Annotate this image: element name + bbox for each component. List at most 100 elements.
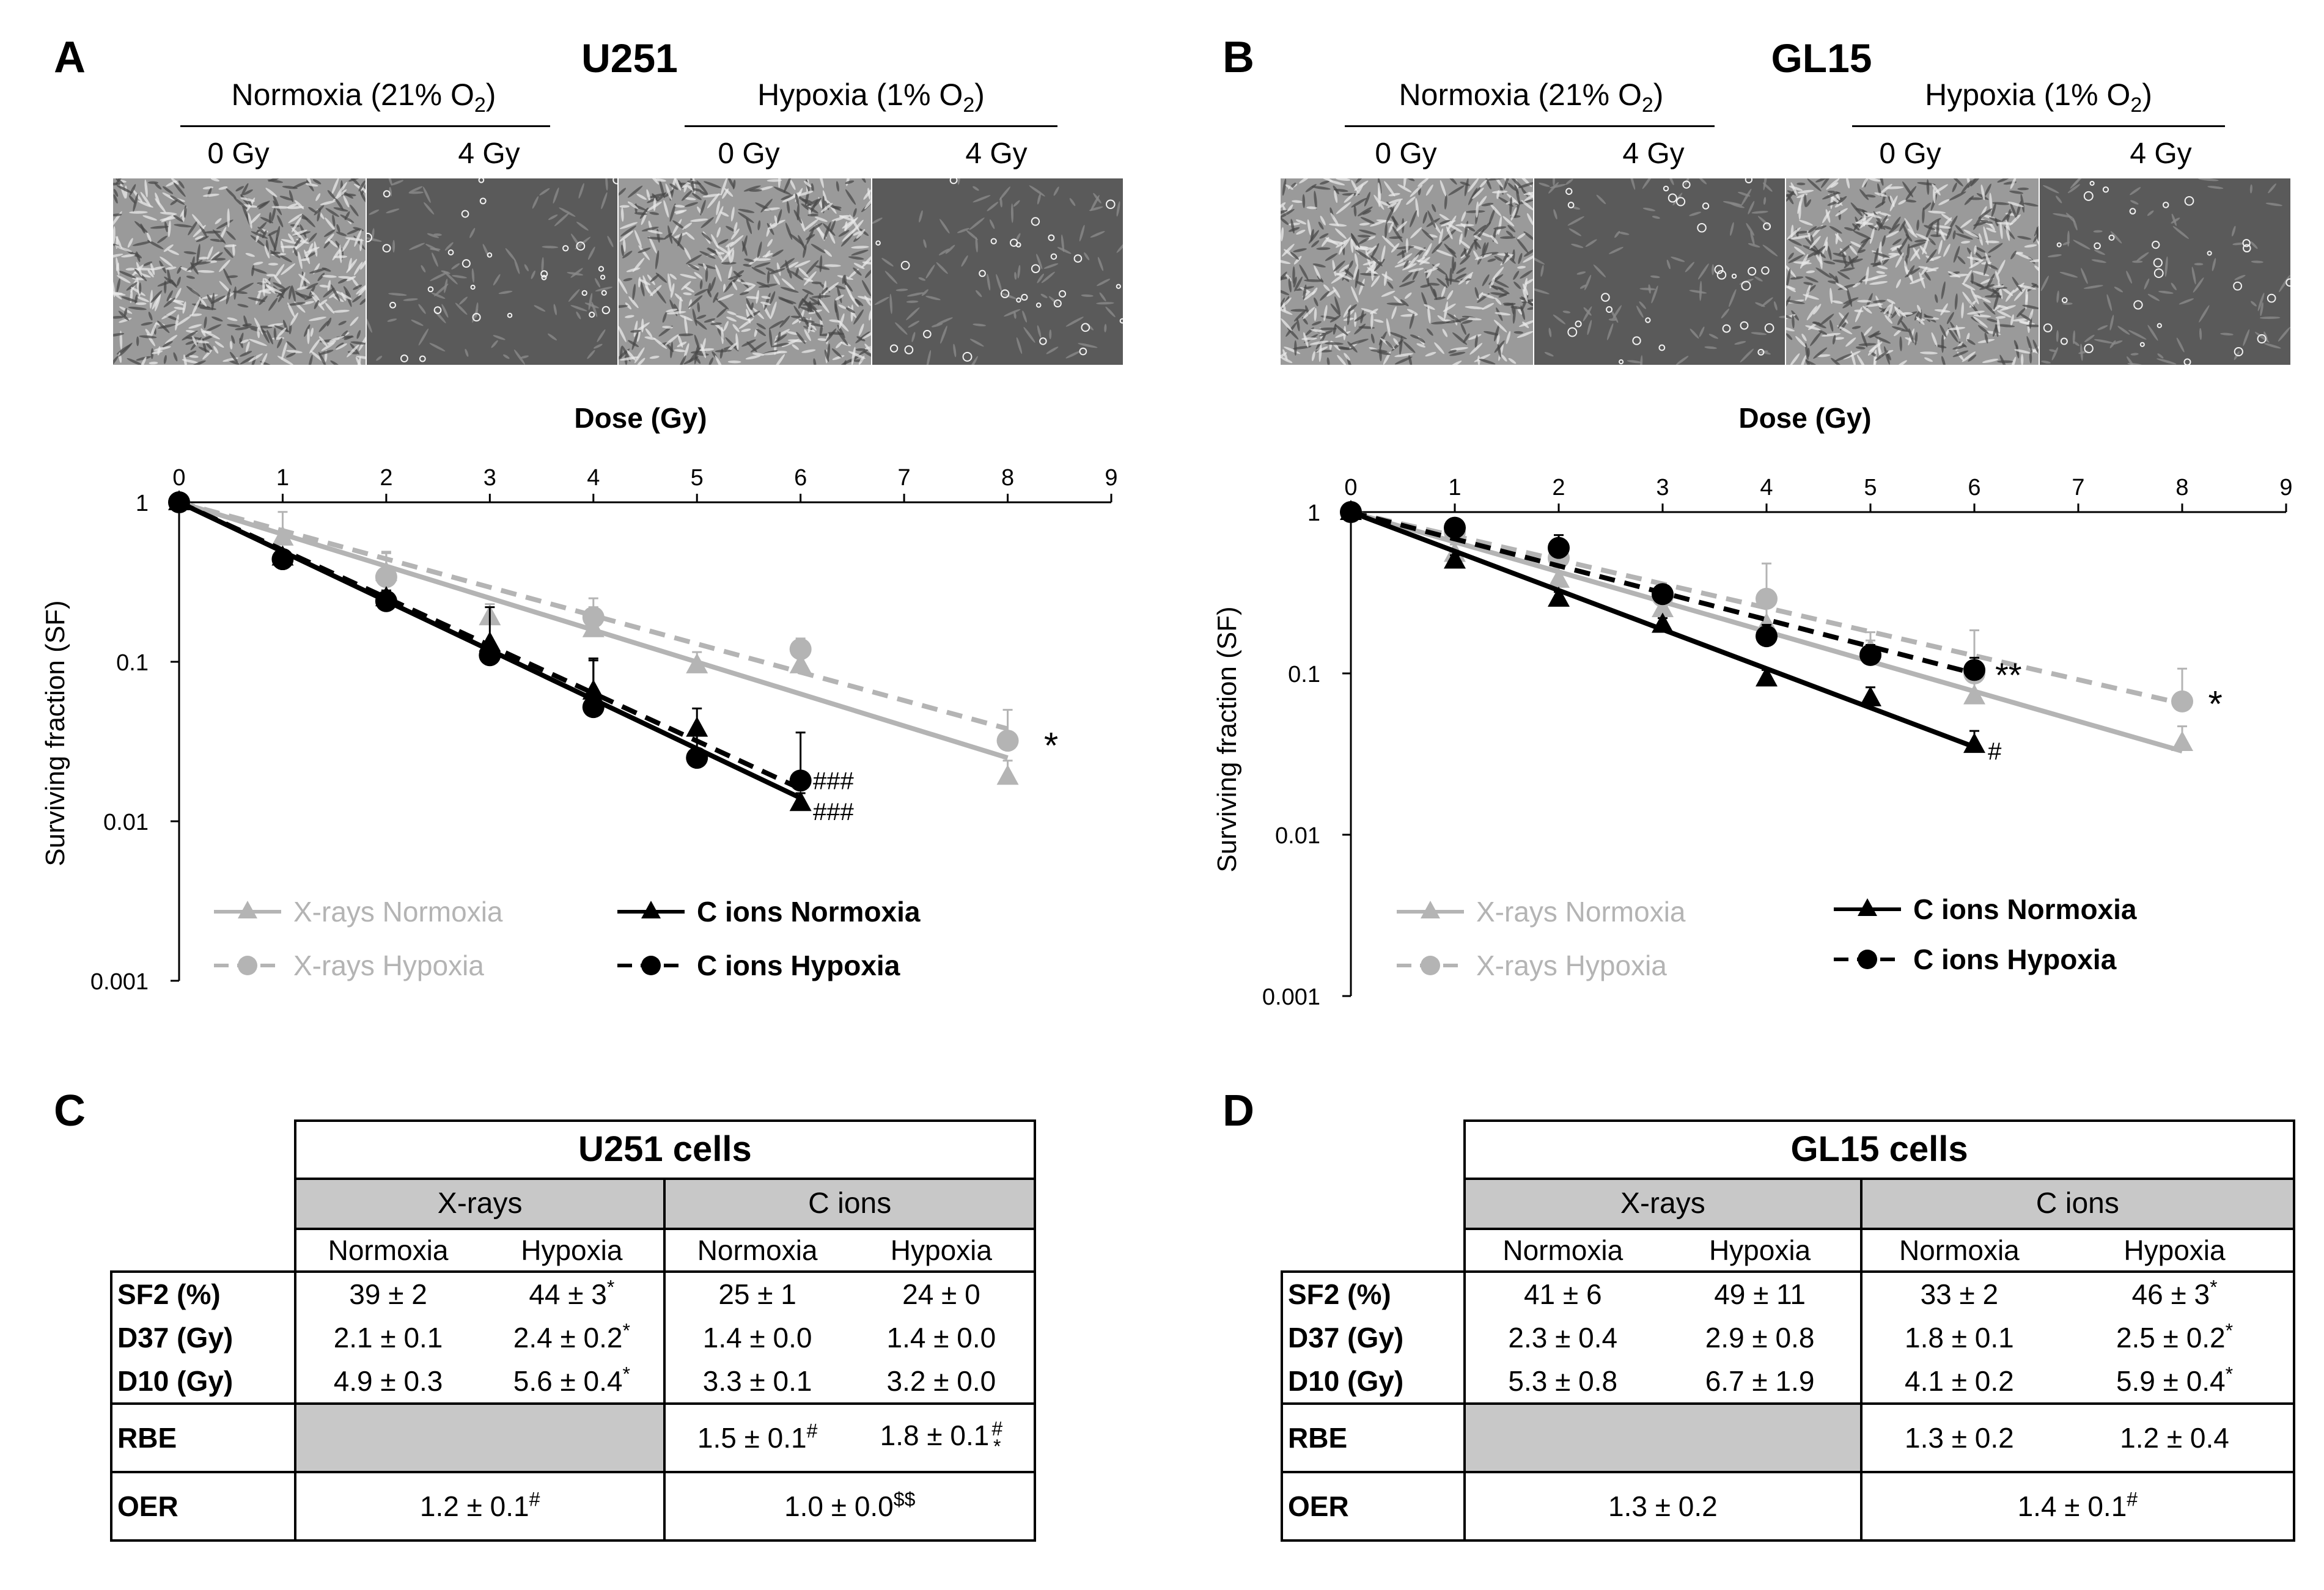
point-c-ions-hypoxia (479, 644, 501, 667)
table-gl15-sub-cion-hypoxia: Hypoxia (2056, 1228, 2295, 1273)
table-gl15-title: GL15 cells (1463, 1119, 2295, 1180)
legend-marker (641, 901, 661, 918)
dose-label-u251-2: 4 Gy (458, 137, 520, 170)
table-u251-row-label: SF2 (%) (110, 1270, 296, 1316)
significance-annotation: * (1044, 725, 1058, 766)
table-gl15-row-label: SF2 (%) (1280, 1270, 1466, 1316)
table-u251-sub-cion-hypoxia: Hypoxia (848, 1228, 1037, 1273)
table-cell: 2.3 ± 0.4 (1463, 1316, 1660, 1360)
x-tick-label: 9 (2279, 475, 2292, 500)
point-c-ions-hypoxia (1652, 583, 1674, 606)
table-cell: 41 ± 6 (1463, 1270, 1660, 1316)
x-tick-label: 7 (2072, 475, 2084, 500)
point-c-ions-hypoxia (686, 747, 708, 769)
x-tick-label: 8 (1001, 465, 1014, 491)
table-row: OER 1.2 ± 0.1# 1.0 ± 0.0$$ (110, 1471, 1036, 1542)
table-cell: 49 ± 11 (1660, 1270, 1863, 1316)
micrograph-u251-normoxia-0gy (113, 178, 366, 365)
table-cell: 4.1 ± 0.2 (1859, 1360, 2057, 1405)
point-c-ions-normoxia (1859, 686, 1881, 706)
micrograph-texture (1534, 178, 1785, 365)
table-row: D10 (Gy) 5.3 ± 0.8 6.7 ± 1.9 4.1 ± 0.2 5… (1280, 1360, 2295, 1405)
table-u251-row-label: D10 (Gy) (110, 1360, 296, 1405)
y-tick-label: 1 (1307, 500, 1320, 526)
legend-marker (641, 956, 661, 975)
x-tick-label: 5 (1864, 475, 1877, 500)
table-gl15: GL15 cells X-rays C ions Normoxia Hypoxi… (1280, 1119, 2296, 1542)
table-u251-row-label: RBE (110, 1402, 296, 1473)
fit-line-x-rays-hypoxia (178, 500, 1009, 731)
table-cell: 6.7 ± 1.9 (1660, 1360, 1863, 1405)
table-u251-row-label: D37 (Gy) (110, 1316, 296, 1360)
micrograph-gl15-hypoxia-4gy (2040, 178, 2290, 365)
table-cell: 1.4 ± 0.0 (848, 1316, 1037, 1360)
point-c-ions-hypoxia (1756, 625, 1778, 648)
y-axis-label: Surviving fraction (SF) (40, 600, 70, 866)
micrograph-texture (872, 178, 1123, 365)
table-cell: 2.4 ± 0.2* (480, 1316, 666, 1360)
normoxia-rule-gl15 (1345, 125, 1715, 127)
table-cell: 1.3 ± 0.2 (1859, 1402, 2057, 1473)
legend-marker (1421, 956, 1440, 975)
point-x-rays-normoxia (2171, 730, 2193, 751)
x-tick-label: 2 (1552, 475, 1565, 500)
x-axis-label: Dose (Gy) (1738, 402, 1871, 434)
table-u251-sub-cion-normoxia: Normoxia (663, 1228, 849, 1273)
panel-letter-c: C (54, 1086, 86, 1135)
table-u251-sub-xray-normoxia: Normoxia (293, 1228, 480, 1273)
table-gl15-sub-xray-normoxia: Normoxia (1463, 1228, 1660, 1273)
micrograph-texture (367, 178, 617, 365)
table-cell: 2.9 ± 0.8 (1660, 1316, 1863, 1360)
x-tick-label: 7 (898, 465, 911, 491)
hypoxia-label-u251: Hypoxia (1% O2) (757, 78, 985, 117)
table-cell: 1.4 ± 0.0 (663, 1316, 849, 1360)
point-c-ions-normoxia (1756, 666, 1778, 687)
point-c-ions-hypoxia (789, 769, 812, 792)
table-cell: 46 ± 3* (2056, 1270, 2295, 1316)
hypoxia-rule-u251 (685, 125, 1057, 127)
y-tick-label: 0.01 (103, 810, 149, 835)
table-row: OER 1.3 ± 0.2 1.4 ± 0.1# (1280, 1471, 2296, 1542)
y-tick-label: 0.001 (90, 969, 149, 995)
dose-label-u251-3: 0 Gy (718, 137, 780, 170)
x-tick-label: 0 (172, 465, 185, 491)
chart-u251-survival: Dose (Gy)Surviving fraction (SF)0 1 2 3 4 5 6 7… (40, 402, 1118, 995)
point-c-ions-normoxia (789, 791, 812, 811)
point-c-ions-hypoxia (582, 696, 605, 719)
point-x-rays-normoxia (1963, 684, 1985, 705)
table-cell: 3.3 ± 0.1 (663, 1360, 849, 1405)
point-x-rays-hypoxia (996, 730, 1019, 752)
table-cell: 1.8 ± 0.1 # * (848, 1402, 1037, 1473)
table-cell: 1.2 ± 0.4 (2056, 1402, 2295, 1473)
table-cell: 5.3 ± 0.8 (1463, 1360, 1660, 1405)
significance-annotation: ### (813, 799, 854, 826)
table-cell: 2.1 ± 0.1 (293, 1316, 480, 1360)
table-cell: 1.3 ± 0.2 (1463, 1471, 1863, 1542)
table-gl15-group-cions: C ions (1859, 1178, 2296, 1230)
table-u251-group-xrays: X-rays (293, 1178, 666, 1230)
micrograph-texture (1281, 178, 1533, 365)
table-cell: 24 ± 0 (848, 1270, 1037, 1316)
point-c-ions-normoxia (1652, 612, 1674, 633)
table-u251-sub-xray-hypoxia: Hypoxia (480, 1228, 666, 1273)
significance-annotation: * (2208, 683, 2223, 724)
table-cell: 1.0 ± 0.0$$ (663, 1471, 1036, 1542)
panel-letter-d: D (1223, 1086, 1254, 1135)
micro-title-gl15: GL15 (1771, 35, 1872, 81)
point-x-rays-hypoxia (789, 638, 812, 661)
point-x-rays-normoxia (686, 653, 708, 673)
panel-letter-b: B (1223, 33, 1254, 82)
table-gl15-row-label: OER (1280, 1471, 1466, 1542)
table-gl15-row-label: RBE (1280, 1402, 1466, 1473)
legend-marker (1421, 901, 1440, 918)
legend-label-x-rays-normoxia: X-rays Normoxia (293, 896, 503, 928)
y-axis-label: Surviving fraction (SF) (1212, 606, 1242, 872)
table-gl15-group-xrays: X-rays (1463, 1178, 1863, 1230)
x-tick-label: 3 (1656, 475, 1669, 500)
point-c-ions-hypoxia (1444, 516, 1466, 539)
dose-label-gl15-4: 4 Gy (2130, 137, 2192, 170)
legend-label-c-ions-normoxia: C ions Normoxia (1913, 893, 2137, 925)
table-gl15-sub-xray-hypoxia: Hypoxia (1660, 1228, 1863, 1273)
point-c-ions-normoxia (1444, 548, 1466, 569)
table-row: SF2 (%) 39 ± 2 44 ± 3* 25 ± 1 24 ± 0 (110, 1270, 1037, 1316)
